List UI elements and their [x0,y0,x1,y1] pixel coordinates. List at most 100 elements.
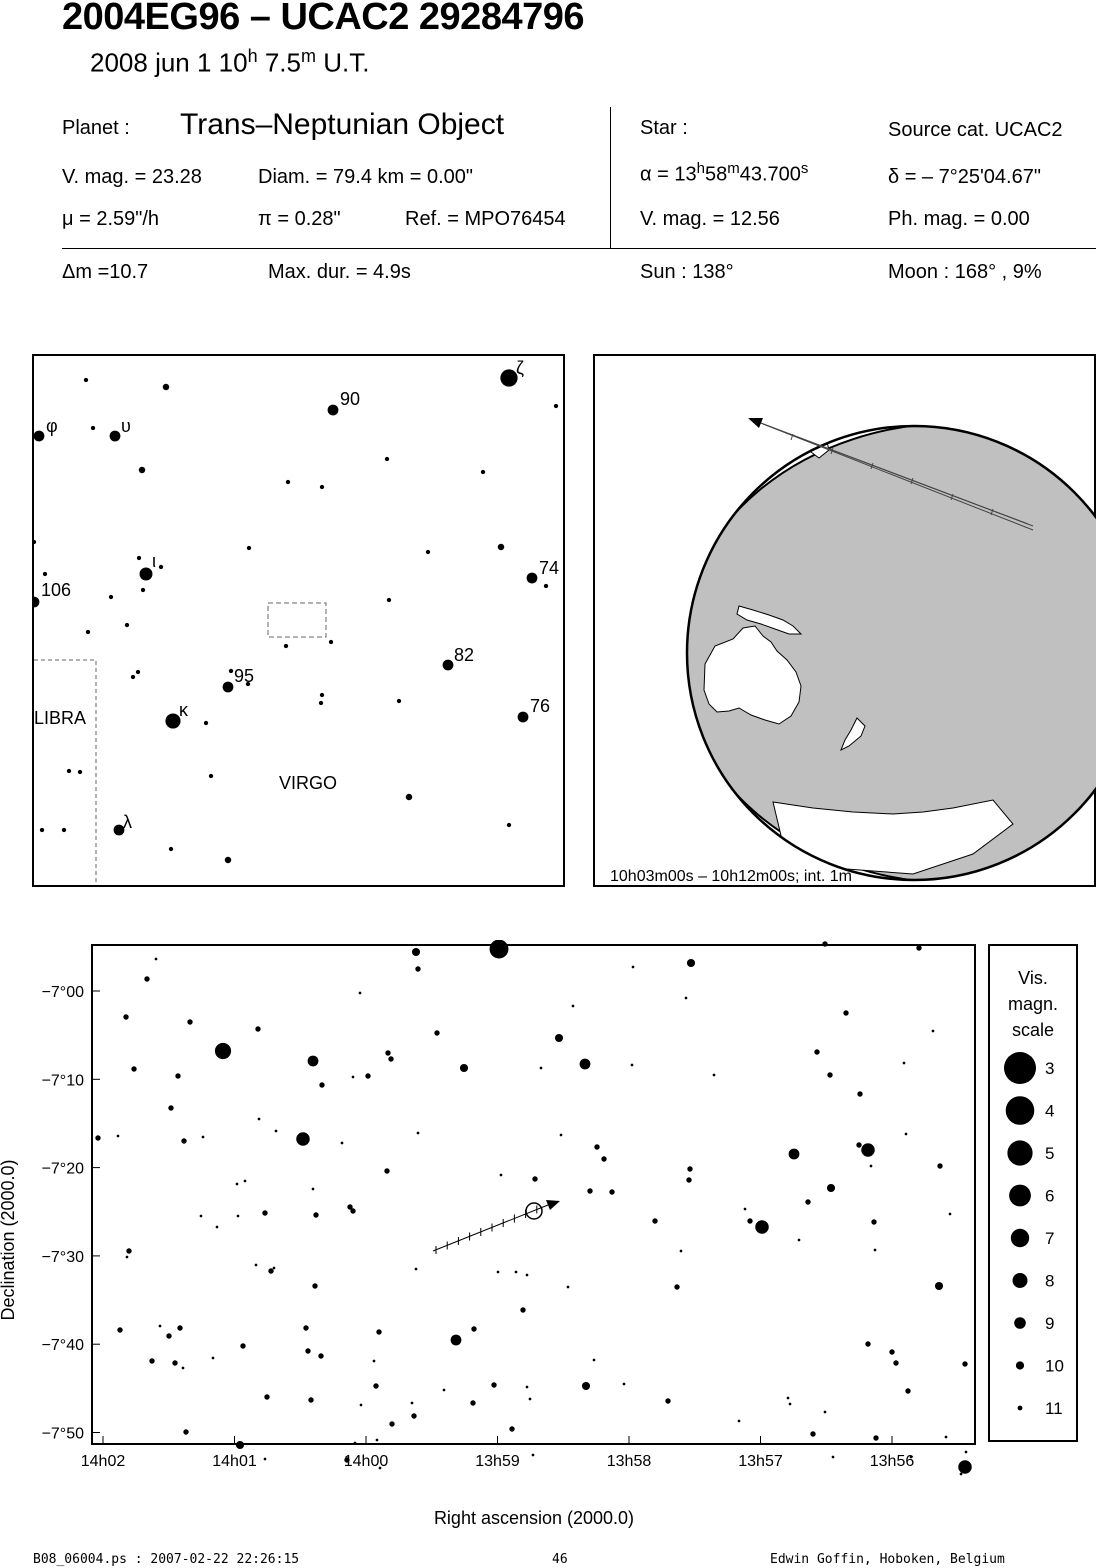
chart-star [496,1270,500,1274]
scale-magnitude-label: 12 [1045,1442,1064,1443]
x-axis-label: Right ascension (2000.0) [434,1508,634,1528]
scale-title-1: Vis. [1018,968,1048,988]
magnitude-scale: Vis. magn. scale 3 4 5 6 7 8 9 10 11 12 [988,944,1078,1442]
chart-star [254,1263,258,1267]
chart-star [788,1402,792,1406]
earth-limb [685,424,1096,882]
star-label-kappa: κ [179,700,189,720]
finder-star [319,692,325,698]
chart-star [243,1179,247,1183]
chart-star [622,1382,626,1386]
chart-star [962,1361,968,1367]
chart-star [470,1400,476,1406]
earth-shadow-map: 10h03m00s – 10h12m00s; int. 1m [593,354,1096,887]
new-guinea-shape [736,605,803,635]
asteroid-vmag: V. mag. = 23.28 [62,166,202,188]
chart-star [235,1440,245,1450]
chart-star [525,1273,529,1277]
chart-star [509,1426,515,1432]
chart-star [296,1132,310,1146]
chart-star [378,1466,382,1470]
y-tick-label: −7°00 [42,984,85,1001]
chart-star [272,1266,276,1270]
chart-star [755,1220,769,1234]
chart-star [686,958,696,968]
finder-star [108,594,114,600]
x-tick-label: 13h56 [870,1453,915,1470]
y-tick-label: −7°30 [42,1249,85,1266]
finder-star [517,711,529,723]
chart-star [319,1082,325,1088]
chart-star [797,1238,801,1242]
new-zealand-shape [840,717,866,752]
chart-star [131,1066,137,1072]
scale-dot [1015,1361,1025,1370]
finder-star [208,773,214,779]
event-date: 2008 jun 1 10h 7.5m U.T. [90,46,370,78]
chart-star [823,1410,827,1414]
y-axis-label: Declination (2000.0) [0,1159,18,1320]
chart-star [305,1348,311,1354]
finder-star [39,827,45,833]
finder-star [77,769,83,775]
motion-arrow [546,1200,560,1210]
finder-star [136,555,142,561]
finder-star [283,643,289,649]
chart-star [873,1248,877,1252]
chart-star [810,1431,816,1437]
chart-star [822,941,828,947]
finder-star [32,539,37,545]
chart-star [95,1135,101,1141]
star-label-iota: ι [152,551,156,571]
scale-dot [1012,1273,1028,1288]
chart-star [373,1383,379,1389]
chart-star [240,1343,246,1349]
chart-star [410,1401,414,1405]
finder-star [158,564,164,570]
y-tick-label: −7°20 [42,1161,85,1178]
chart-star [831,1455,835,1459]
star-dec: δ = – 7°25'04.67" [888,166,1041,188]
chart-star [263,1457,267,1461]
finder-star [224,856,232,864]
chart-star [712,1073,716,1077]
info-separator [62,248,1096,249]
x-tick-label: 14h01 [212,1453,257,1470]
chart-star [340,1141,344,1145]
chart-star [861,1143,875,1157]
chart-star [893,1360,899,1366]
chart-star [353,1441,357,1445]
chart-star [916,945,922,951]
shadow-direction-arrow [748,418,763,428]
chart-star [411,1413,417,1419]
chart-star [905,1388,911,1394]
scale-magnitude-label: 5 [1045,1144,1054,1163]
finder-chart: ζ 90 φ υ ι 74 106 82 95 76 κ λ LIBRA VIR… [32,354,565,887]
constellation-libra: LIBRA [34,708,86,728]
chart-star [268,1268,274,1274]
chart-star [631,965,635,969]
chart-star [385,1050,391,1056]
planet-value: Trans–Neptunian Object [180,108,505,141]
chart-star [350,1208,356,1214]
orbit-reference: Ref. = MPO76454 [405,208,566,230]
chart-star [571,1004,575,1008]
finder-star [285,479,291,485]
chart-star [158,1324,162,1328]
motion-rate: μ = 2.59"/h [62,208,160,230]
scale-magnitude-label: 9 [1045,1314,1054,1333]
footer-author: Edwin Goffin, Hoboken, Belgium [770,1552,1005,1567]
footer-page: 46 [552,1552,568,1567]
chart-star [177,1325,183,1331]
chart-star [559,1133,563,1137]
scale-magnitude-label: 11 [1045,1399,1063,1418]
chart-star [904,1132,908,1136]
scale-magnitude-label: 7 [1045,1229,1054,1248]
detail-field-box [267,602,327,638]
y-tick-label: −7°40 [42,1337,85,1354]
chart-star [117,1327,123,1333]
star-label-74: 74 [539,558,559,578]
scale-magnitude-label: 8 [1045,1272,1054,1291]
chart-star [236,1214,240,1218]
chart-star [554,1033,564,1043]
